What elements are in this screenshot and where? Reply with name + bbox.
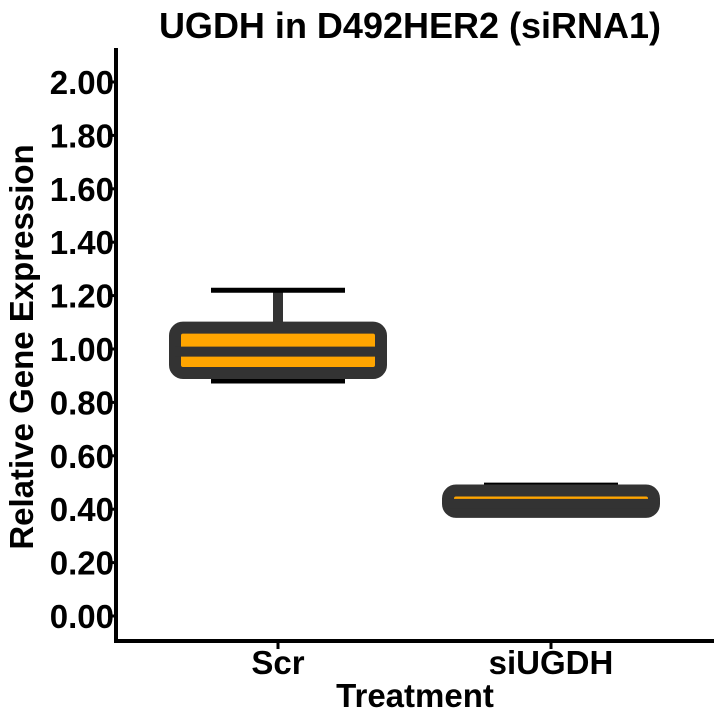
chart-title: UGDH in D492HER2 (siRNA1) bbox=[159, 5, 661, 46]
x-tick-label: siUGDH bbox=[489, 644, 614, 681]
x-tick-label: Scr bbox=[251, 644, 304, 681]
boxes-layer bbox=[169, 287, 660, 518]
y-tick-label: 0.00 bbox=[50, 598, 114, 635]
y-tick-label: 0.80 bbox=[50, 384, 114, 421]
y-tick-label: 1.40 bbox=[50, 224, 114, 261]
box-siUGDH bbox=[442, 482, 660, 518]
y-tick-label: 0.20 bbox=[50, 545, 114, 582]
y-axis-ticks: 0.00 0.20 0.40 0.60 0.80 1.00 1.20 1.40 1.60 1.80… bbox=[50, 64, 116, 635]
x-axis-label: Treatment bbox=[336, 677, 494, 714]
y-tick-label: 1.80 bbox=[50, 117, 114, 154]
y-tick-label: 1.20 bbox=[50, 278, 114, 315]
x-axis-ticks: Scr siUGDH bbox=[251, 641, 613, 681]
y-tick-label: 0.60 bbox=[50, 438, 114, 475]
y-tick-label: 0.40 bbox=[50, 491, 114, 528]
y-axis-label: Relative Gene Expression bbox=[3, 144, 40, 549]
y-tick-label: 2.00 bbox=[50, 64, 114, 101]
y-tick-label: 1.60 bbox=[50, 171, 114, 208]
y-tick-label: 1.00 bbox=[50, 331, 114, 368]
box-Scr bbox=[169, 287, 387, 384]
